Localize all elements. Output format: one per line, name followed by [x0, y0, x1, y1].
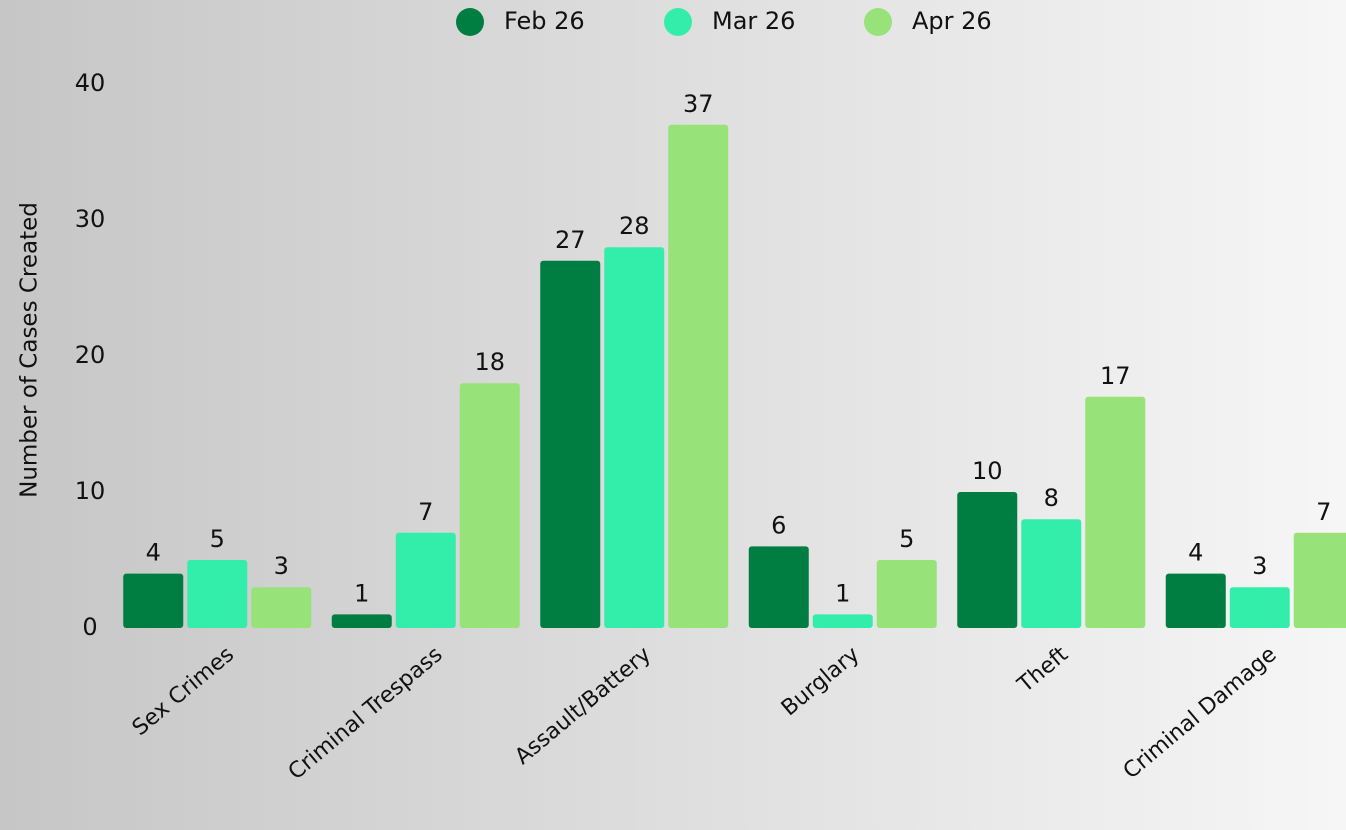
y-tick-label: 10 — [75, 477, 106, 505]
value-label: 1 — [835, 579, 850, 607]
bar — [1021, 519, 1082, 628]
y-tick-label: 40 — [75, 69, 106, 97]
legend-label: Mar 26 — [712, 7, 795, 35]
value-label: 7 — [1316, 498, 1331, 526]
legend-swatch — [864, 8, 892, 36]
value-label: 7 — [418, 498, 433, 526]
bar — [187, 560, 248, 628]
bar — [331, 614, 392, 628]
bar — [1293, 532, 1346, 628]
bar — [812, 614, 873, 628]
value-label: 8 — [1044, 484, 1059, 512]
y-tick-label: 0 — [82, 613, 97, 641]
bar — [957, 492, 1018, 628]
value-label: 5 — [899, 525, 914, 553]
value-label: 3 — [274, 552, 289, 580]
legend-label: Feb 26 — [504, 7, 585, 35]
bar — [668, 124, 729, 629]
value-label: 10 — [972, 457, 1003, 485]
x-tick-label: Sex Crimes — [128, 642, 239, 741]
value-label: 27 — [555, 226, 586, 254]
x-tick-label: Assault/Battery — [510, 642, 656, 770]
bar — [604, 247, 665, 628]
bar — [123, 573, 184, 628]
bar — [1229, 587, 1290, 628]
x-tick-label: Criminal Trespass — [284, 642, 448, 785]
y-axis-label: Number of Cases Created — [17, 202, 43, 498]
bar — [876, 560, 937, 628]
legend-label: Apr 26 — [912, 7, 992, 35]
value-label: 37 — [683, 90, 714, 118]
x-tick-label: Theft — [1013, 642, 1074, 699]
bar — [1085, 396, 1146, 628]
bar — [395, 532, 456, 628]
y-tick-label: 20 — [75, 341, 106, 369]
bar — [251, 587, 312, 628]
value-label: 4 — [1188, 539, 1203, 567]
legend-swatch — [456, 8, 484, 36]
value-label: 4 — [146, 539, 161, 567]
y-tick-label: 30 — [75, 205, 106, 233]
bar — [459, 383, 520, 628]
value-label: 17 — [1100, 362, 1131, 390]
value-label: 6 — [771, 511, 786, 539]
legend-swatch — [664, 8, 692, 36]
value-label: 5 — [210, 525, 225, 553]
value-label: 18 — [474, 348, 505, 376]
value-label: 28 — [619, 212, 650, 240]
value-label: 1 — [354, 579, 369, 607]
x-tick-label: Burglary — [777, 642, 865, 721]
bar — [748, 546, 809, 628]
x-tick-label: Criminal Damage — [1119, 642, 1282, 784]
value-label: 3 — [1252, 552, 1267, 580]
bar — [540, 260, 601, 628]
bar — [1165, 573, 1226, 628]
